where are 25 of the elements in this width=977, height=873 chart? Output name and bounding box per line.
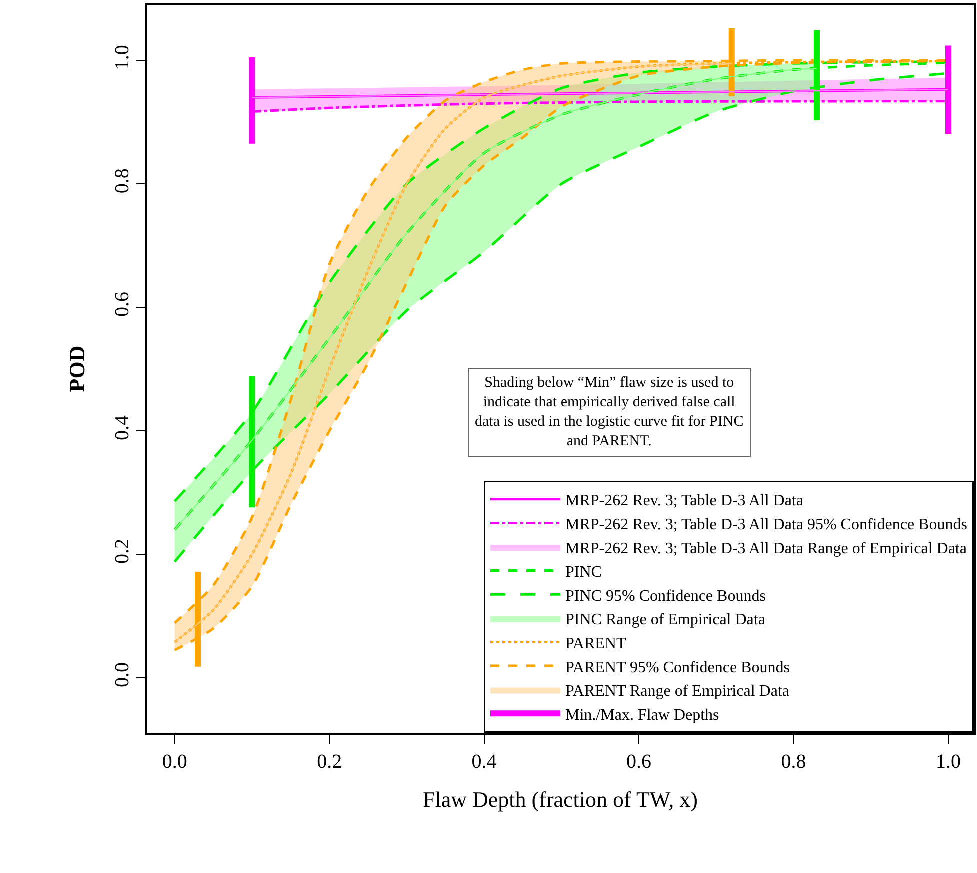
x-tick-label: 0.4 [472,750,497,773]
annotation: Shading below “Min” flaw size is used to indicate that empirically derived false call data is used in the logistic curve fit for PINC and PARENT. [475,375,744,450]
legend-label: MRP-262 Rev. 3; Table D-3 All Data 95% Confidence Bounds [566,516,968,534]
x-tick-label: 0.6 [626,750,652,773]
x-tick-label: 0.8 [781,750,806,773]
y-axis-title: POD [64,346,90,392]
legend-label: PINC [566,564,602,582]
y-tick-label: 0.8 [111,168,134,194]
x-tick-label: 0.0 [162,750,188,773]
x-tick-label: 0.2 [317,750,342,773]
legend-label: MRP-262 Rev. 3; Table D-3 All Data [566,492,804,510]
y-tick-label: 0.4 [111,416,134,441]
legend-label: PARENT 95% Confidence Bounds [566,659,790,676]
x-tick-label: 1.0 [936,750,961,773]
legend-label: MRP-262 Rev. 3; Table D-3 All Data Range of Empirical Data [566,540,967,558]
y-tick-label: 1.0 [111,45,134,70]
legend-label: Min./Max. Flaw Depths [566,706,720,724]
legend-label: PINC 95% Confidence Bounds [566,588,766,605]
y-tick-label: 0.6 [111,292,134,318]
legend-label: PARENT [566,635,626,652]
y-tick-label: 0.2 [111,539,134,564]
x-axis-title: Flaw Depth (fraction of TW, x) [423,787,698,812]
legend-label: PARENT Range of Empirical Data [566,683,790,700]
y-tick-label: 0.0 [111,662,134,688]
legend-label: PINC Range of Empirical Data [566,612,766,629]
